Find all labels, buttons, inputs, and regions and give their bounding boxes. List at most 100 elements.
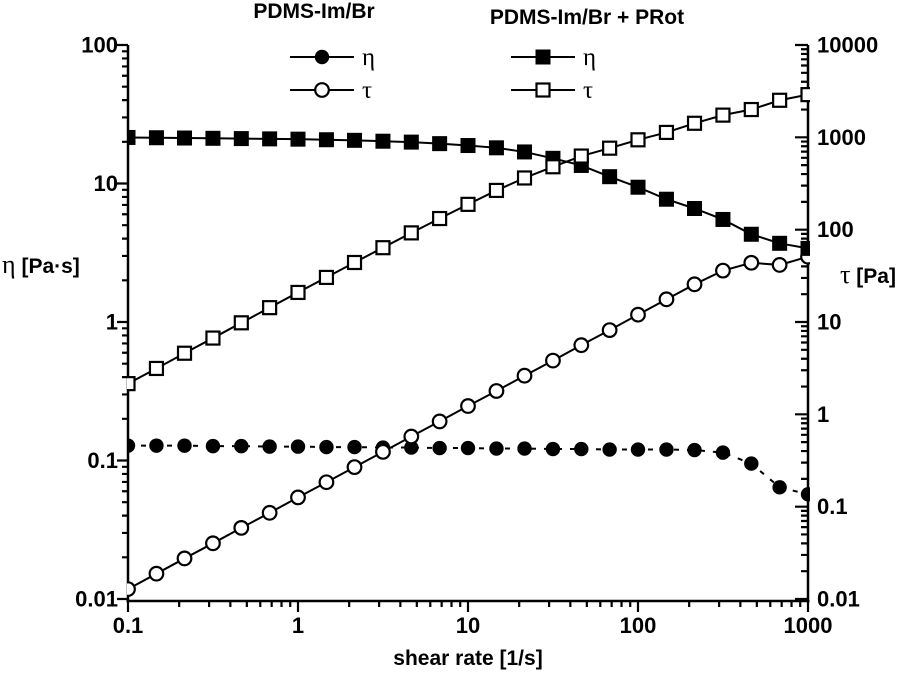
open-circle-marker: [516, 367, 533, 384]
filled-square-marker: [403, 134, 419, 150]
filled-circle-marker: [630, 442, 646, 457]
filled-square-marker: [772, 235, 788, 251]
x-tick-label: 1000: [784, 613, 833, 638]
right-tick-label: 0.01: [817, 587, 860, 612]
axis-lines: [126, 45, 810, 603]
axes: [117, 43, 810, 612]
left-tick-label: 0.1: [87, 448, 118, 473]
open-circle-marker: [318, 474, 335, 491]
open-square-marker: [432, 210, 448, 227]
x-axis-label: shear rate [1/s]: [393, 647, 543, 670]
x-tick-label: 100: [620, 613, 657, 638]
open-circle-marker: [375, 443, 391, 460]
filled-square-marker: [233, 131, 249, 147]
right-tick-label: 100: [817, 217, 854, 242]
x-tick-label: 0.1: [113, 613, 144, 638]
filled-circle-marker: [744, 456, 759, 471]
filled-circle-marker: [347, 439, 362, 455]
legend: PDMS-Im/Br PDMS-Im/Br + PRot η τ η τ: [253, 0, 684, 104]
open-circle-marker: [771, 257, 788, 273]
open-square-marker: [743, 101, 759, 118]
x-tick-label: 1: [292, 613, 304, 638]
tick-labels: 0.1 1 10 100 10001001010.10.0110000100010010…: [75, 33, 878, 639]
open-square-marker: [602, 140, 618, 156]
filled-square-marker: [800, 240, 810, 256]
filled-circle-icon: [314, 49, 330, 65]
filled-circle-marker: [319, 439, 334, 455]
filled-square-marker: [375, 133, 391, 149]
open-circle-marker: [460, 398, 476, 414]
right-tick-label: 10: [817, 310, 841, 335]
filled-circle-marker: [517, 441, 532, 456]
filled-circle-marker: [460, 440, 476, 456]
open-circle-marker: [601, 322, 618, 339]
filled-square-marker: [715, 211, 731, 227]
open-square-marker: [403, 225, 419, 241]
open-square-marker: [127, 376, 136, 392]
open-square-marker: [318, 269, 335, 286]
right-tick-label: 0.1: [817, 494, 848, 519]
open-square-marker: [516, 170, 533, 186]
open-square-marker: [262, 300, 278, 316]
left-axis-label: η [Pa·s]: [2, 250, 80, 280]
filled-circle-marker: [545, 441, 561, 457]
filled-circle-marker: [800, 487, 810, 502]
open-square-marker: [460, 196, 476, 212]
filled-square-marker: [205, 130, 221, 146]
open-circle-marker: [743, 254, 760, 271]
filled-square-marker: [630, 179, 646, 195]
filled-square-marker: [318, 132, 334, 148]
axis-ticks: [117, 43, 810, 612]
open-circle-marker: [431, 413, 448, 430]
open-circle-marker: [205, 535, 221, 552]
open-square-marker: [233, 315, 249, 331]
filled-square-marker: [488, 140, 504, 156]
open-circle-marker: [261, 504, 278, 521]
filled-square-marker: [177, 130, 193, 146]
left-tick-label: 10: [94, 171, 118, 196]
filled-circle-marker: [149, 438, 164, 453]
open-square-icon: [535, 82, 551, 98]
series-open-square: [127, 87, 810, 392]
left-tick-label: 0.01: [75, 587, 118, 612]
filled-square-marker: [347, 132, 363, 148]
legend-label-eta-1: η: [362, 44, 375, 71]
open-square-marker: [375, 240, 391, 256]
filled-circle-marker: [659, 442, 674, 457]
left-tick-label: 100: [81, 33, 118, 58]
open-circle-marker: [573, 337, 590, 354]
filled-square-marker: [432, 136, 448, 152]
legend-group2-title: PDMS-Im/Br + PRot: [490, 6, 684, 29]
open-square-marker: [686, 115, 703, 131]
open-square-marker: [205, 330, 221, 346]
filled-circle-marker: [290, 439, 306, 454]
open-square-marker: [346, 254, 363, 271]
filled-square-marker: [148, 130, 164, 146]
legend-label-eta-2: η: [583, 44, 596, 71]
filled-square-marker: [602, 169, 618, 185]
open-circle-marker: [545, 352, 561, 369]
open-square-marker: [488, 182, 505, 199]
filled-circle-marker: [404, 440, 419, 455]
filled-circle-marker: [772, 480, 787, 495]
filled-square-marker: [262, 131, 278, 147]
series-line: [127, 255, 809, 590]
tau-symbol: τ: [840, 260, 851, 289]
data-series: [127, 87, 810, 597]
filled-circle-marker: [127, 438, 136, 453]
filled-square-marker: [127, 129, 136, 145]
legend-label-tau-2: τ: [583, 77, 593, 104]
right-tick-label: 1: [817, 402, 829, 427]
open-square-marker: [800, 87, 810, 103]
open-square-marker: [630, 132, 646, 148]
open-square-marker: [545, 159, 561, 175]
open-circle-marker: [233, 519, 250, 536]
filled-square-marker: [290, 131, 306, 147]
open-circle-marker: [403, 428, 420, 445]
filled-circle-marker: [432, 440, 447, 456]
filled-circle-marker: [715, 445, 731, 460]
open-square-marker: [290, 284, 306, 301]
x-tick-label: 10: [456, 613, 480, 638]
filled-circle-marker: [574, 441, 589, 457]
